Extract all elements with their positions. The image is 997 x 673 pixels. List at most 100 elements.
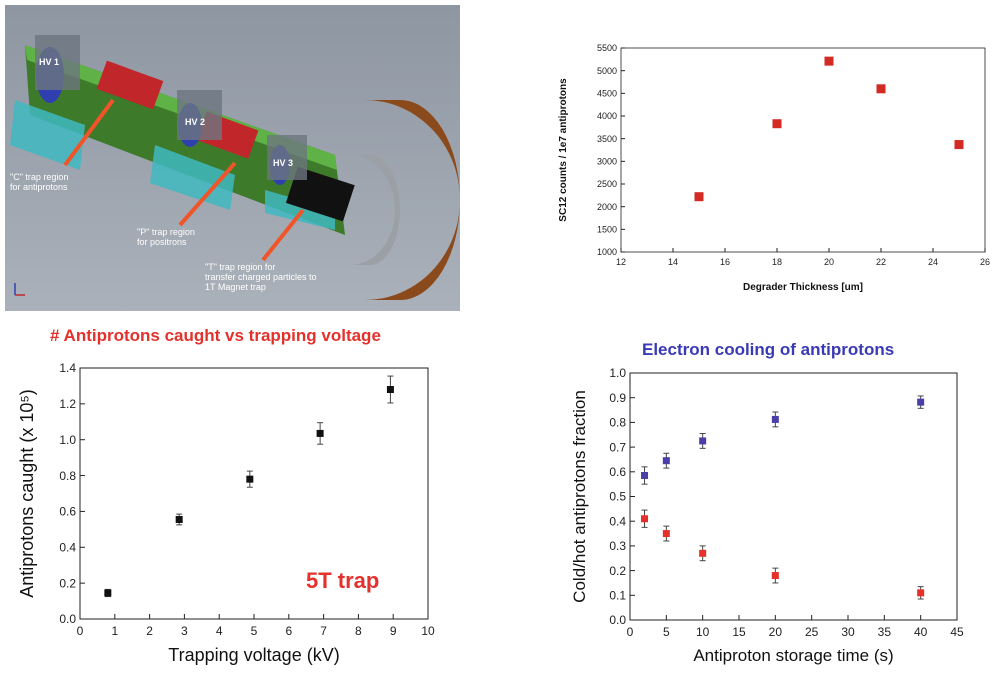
trap-5t-label: 5T trap: [306, 568, 380, 593]
y-tick-label: 0.0: [59, 612, 76, 626]
end-flange: [365, 100, 460, 300]
trap-cad-drawing: [10, 35, 460, 300]
arrow-c: [63, 98, 115, 167]
x-tick-label: 15: [732, 625, 746, 639]
hv1-label: HV 1: [39, 57, 60, 67]
degrader-chart: 12 14 16 18 20 22 24 26 1000 1500 2000 2500 3000 3500…: [558, 43, 990, 293]
cooling-chart: 0 5 10 15 20 25 30 35 40 45 0.0 0.1 0.2 0.3 0.4 0.5 0.6 0…: [570, 366, 964, 665]
data-point-s0-0: [641, 472, 649, 480]
y-tick-label: 2500: [597, 179, 617, 189]
y-axis-label: SC12 counts / 1e7 antiprotons: [558, 78, 569, 222]
x-tick-label: 0: [77, 624, 84, 638]
x-tick-label: 0: [627, 625, 634, 639]
y-axis-label: Antiprotons caught (x 10⁵): [17, 389, 37, 598]
y-tick-label: 1.0: [59, 433, 76, 447]
data-point-s0-4: [954, 140, 964, 150]
plot-frame: [620, 47, 986, 253]
y-tick-label: 1.4: [59, 361, 76, 375]
data-point-s0-2: [246, 475, 254, 483]
x-tick-label: 4: [216, 624, 223, 638]
hv3-label: HV 3: [273, 158, 294, 168]
t-trap-label: "T" trap region for transfer charged par…: [205, 262, 317, 292]
y-tick-label: 1000: [597, 247, 617, 257]
y-tick-label: 4500: [597, 88, 617, 98]
plot-frame: [629, 372, 958, 621]
x-tick-label: 5: [251, 624, 258, 638]
y-tick-label: 3500: [597, 134, 617, 144]
x-axis-label: Antiproton storage time (s): [693, 646, 893, 665]
y-tick-label: 0.8: [609, 416, 626, 430]
voltage-chart: 0 1 2 3 4 5 6 7 8 9 10 0.0 0.2 0.4 0.6 0.8 1.0 1.2 1.4 Trap…: [17, 361, 435, 665]
y-tick-label: 0.7: [609, 440, 626, 454]
data-point-s0-0: [694, 192, 704, 202]
electrode-stack-c: [96, 60, 164, 110]
data-point-s1-4: [917, 589, 925, 597]
data-point-s0-4: [917, 398, 925, 406]
base-plate-1: [10, 100, 85, 170]
y-tick-label: 0.0: [609, 613, 626, 627]
y-tick-label: 0.6: [609, 465, 626, 479]
cooling-chart-title: Electron cooling of antiprotons: [642, 340, 895, 359]
y-tick-label: 4000: [597, 111, 617, 121]
y-tick-label: 0.3: [609, 539, 626, 553]
y-tick-label: 0.4: [609, 514, 626, 528]
y-tick-label: 1500: [597, 224, 617, 234]
data-point-s0-1: [662, 457, 670, 465]
x-tick-label: 26: [980, 257, 990, 267]
y-tick-label: 0.6: [59, 505, 76, 519]
x-tick-label: 3: [181, 624, 188, 638]
x-tick-label: 40: [914, 625, 928, 639]
data-point-s0-0: [104, 589, 112, 597]
y-tick-label: 5000: [597, 66, 617, 76]
x-tick-label: 20: [824, 257, 834, 267]
hv2-label: HV 2: [185, 117, 206, 127]
x-tick-label: 35: [878, 625, 892, 639]
y-tick-label: 5500: [597, 43, 617, 53]
p-trap-label: "P" trap region for positrons: [137, 227, 195, 247]
data-point-s0-4: [386, 386, 394, 394]
x-tick-label: 10: [696, 625, 710, 639]
flange-3: [267, 135, 307, 180]
x-tick-label: 16: [720, 257, 730, 267]
y-tick-label: 3000: [597, 156, 617, 166]
x-tick-label: 1: [111, 624, 118, 638]
data-point-s0-1: [175, 515, 183, 523]
data-point-s1-0: [641, 515, 649, 523]
data-point-s1-1: [662, 530, 670, 538]
y-tick-label: 0.5: [609, 490, 626, 504]
y-tick-label: 0.1: [609, 589, 626, 603]
base-plate-3: [265, 190, 335, 230]
flange-1: [35, 35, 80, 90]
y-tick-label: 0.2: [609, 564, 626, 578]
data-point-s0-3: [876, 84, 886, 94]
data-point-s0-1: [772, 119, 782, 129]
x-tick-label: 25: [805, 625, 819, 639]
x-tick-label: 10: [421, 624, 435, 638]
t-trap-region: [285, 166, 355, 222]
x-tick-label: 12: [616, 257, 626, 267]
x-tick-label: 8: [355, 624, 362, 638]
x-tick-label: 5: [663, 625, 670, 639]
data-point-s0-3: [316, 429, 324, 437]
x-tick-label: 7: [320, 624, 327, 638]
x-tick-label: 45: [950, 625, 964, 639]
x-tick-label: 30: [841, 625, 855, 639]
arrow-t: [261, 208, 305, 262]
base-plate-2: [150, 145, 235, 210]
x-tick-label: 18: [772, 257, 782, 267]
y-tick-label: 1.2: [59, 397, 76, 411]
c-trap-label: "C" trap region for antiprotons: [10, 172, 69, 192]
x-tick-label: 6: [285, 624, 292, 638]
x-tick-label: 9: [390, 624, 397, 638]
y-tick-label: 0.4: [59, 540, 76, 554]
x-tick-label: 14: [668, 257, 678, 267]
arrow-p: [178, 161, 237, 227]
data-point-s0-2: [699, 437, 707, 445]
flange-2: [177, 90, 222, 140]
trap-cad-image: HV 1 HV 2 HV 3 "C" trap region for antip…: [5, 5, 460, 311]
x-tick-label: 24: [928, 257, 938, 267]
data-point-s1-3: [771, 572, 779, 580]
y-tick-label: 2000: [597, 202, 617, 212]
y-tick-label: 0.8: [59, 469, 76, 483]
end-flange-core: [350, 155, 400, 265]
